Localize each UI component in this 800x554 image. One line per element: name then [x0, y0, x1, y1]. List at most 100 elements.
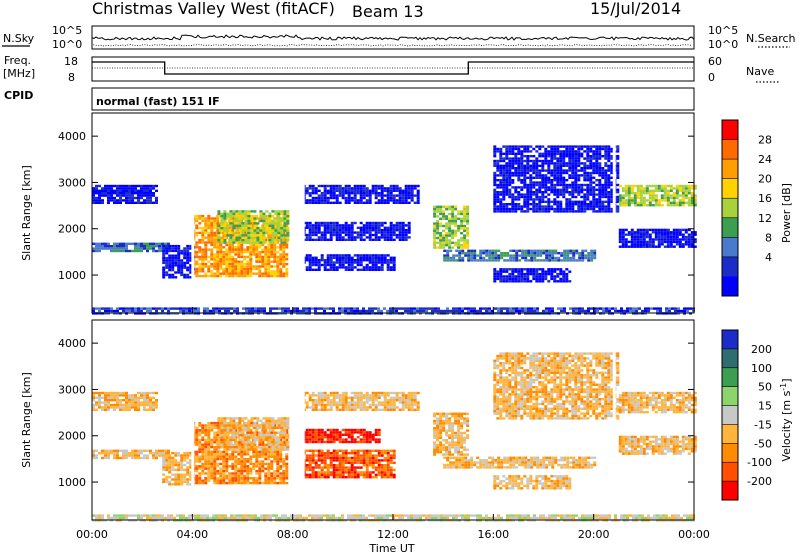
heatmap-cell — [389, 221, 393, 225]
heatmap-cell — [544, 169, 548, 172]
heatmap-cell — [180, 461, 184, 464]
heatmap-cell — [194, 309, 197, 313]
heatmap-cell — [533, 259, 537, 262]
heatmap-cell — [654, 231, 658, 234]
heatmap-cell — [353, 187, 357, 190]
heatmap-cell — [195, 253, 199, 256]
heatmap-cell — [636, 238, 640, 241]
heatmap-cell — [207, 231, 211, 235]
heatmap-cell — [201, 236, 205, 239]
heatmap-cell — [249, 224, 253, 227]
heatmap-cell — [134, 456, 137, 460]
heatmap-cell — [365, 254, 369, 257]
heatmap-cell — [267, 234, 271, 237]
heatmap-cell — [353, 261, 357, 264]
heatmap-cell — [197, 307, 200, 310]
heatmap-cell — [168, 483, 172, 486]
heatmap-cell — [183, 252, 187, 255]
heatmap-cell — [499, 205, 503, 208]
heatmap-cell — [377, 187, 381, 190]
heatmap-cell — [660, 194, 664, 197]
y-tick-label: 3000 — [58, 176, 86, 189]
heatmap-cell — [110, 184, 113, 188]
heatmap-cell — [177, 461, 181, 464]
heatmap-cell — [547, 167, 551, 170]
heatmap-cell — [663, 235, 667, 239]
heatmap-cell — [213, 272, 217, 275]
heatmap-cell — [639, 204, 643, 207]
heatmap-cell — [529, 174, 533, 177]
heatmap-cell — [125, 249, 128, 253]
heatmap-cell — [529, 159, 533, 163]
heatmap-cell — [231, 262, 235, 266]
colorbar-segment — [722, 276, 738, 297]
heatmap-cell — [162, 459, 166, 462]
heatmap-cell — [598, 145, 602, 148]
heatmap-cell — [621, 235, 625, 239]
freq-panel: Freq. [MHz] 18 8 60 0 Nave — [3, 54, 780, 84]
heatmap-cell — [146, 245, 149, 248]
heatmap-cell — [443, 249, 447, 252]
heatmap-cell — [228, 474, 232, 478]
heatmap-cell — [359, 184, 363, 188]
heatmap-cell — [231, 270, 235, 273]
heatmap-cell — [532, 207, 536, 211]
heatmap-cell — [636, 235, 640, 239]
heatmap-cell — [681, 199, 685, 202]
heatmap-cell — [644, 307, 647, 310]
heatmap-cell — [198, 465, 202, 468]
heatmap-cell — [344, 259, 348, 262]
heatmap-cell — [401, 238, 405, 241]
heatmap-cell — [433, 227, 437, 230]
heatmap-cell — [574, 210, 578, 213]
heatmap-cell — [125, 394, 128, 397]
heatmap-cell — [195, 255, 199, 259]
heatmap-cell — [571, 181, 575, 184]
heatmap-cell — [231, 265, 235, 268]
heatmap-cell — [499, 280, 503, 283]
heatmap-cell — [186, 468, 190, 472]
heatmap-cell — [526, 150, 530, 153]
heatmap-cell — [398, 236, 402, 239]
heatmap-cell — [250, 215, 254, 218]
heatmap-cell — [155, 201, 158, 204]
heatmap-cell — [231, 274, 235, 278]
heatmap-cell — [341, 196, 345, 200]
heatmap-cell — [544, 181, 548, 184]
heatmap-cell — [663, 238, 667, 241]
heatmap-cell — [523, 150, 527, 153]
heatmap-cell — [201, 260, 205, 263]
heatmap-cell — [663, 245, 667, 248]
heatmap-cell — [323, 201, 327, 204]
heatmap-cell — [262, 227, 266, 230]
heatmap-cell — [383, 238, 387, 241]
heatmap-cell — [140, 456, 143, 460]
heatmap-cell — [234, 262, 238, 266]
heatmap-cell — [344, 226, 348, 229]
heatmap-cell — [502, 167, 506, 170]
heatmap-cell — [213, 481, 217, 485]
heatmap-cell — [149, 449, 152, 452]
heatmap-cell — [207, 224, 211, 227]
heatmap-cell — [255, 214, 259, 218]
heatmap-cell — [368, 226, 372, 229]
heatmap-cell — [204, 272, 208, 275]
heatmap-cell — [155, 406, 158, 409]
heatmap-cell — [595, 164, 599, 167]
heatmap-cell — [548, 307, 551, 310]
heatmap-cell — [311, 184, 315, 188]
heatmap-cell — [223, 236, 227, 239]
heatmap-cell — [98, 249, 101, 253]
heatmap-cell — [223, 239, 227, 242]
heatmap-cell — [101, 391, 104, 395]
heatmap-cell — [624, 201, 628, 204]
heatmap-cell — [629, 309, 632, 313]
heatmap-cell — [128, 249, 131, 253]
heatmap-cell — [383, 201, 387, 204]
heatmap-cell — [404, 199, 408, 202]
heatmap-cell — [539, 252, 543, 255]
heatmap-cell — [216, 455, 220, 458]
heatmap-cell — [353, 236, 357, 239]
